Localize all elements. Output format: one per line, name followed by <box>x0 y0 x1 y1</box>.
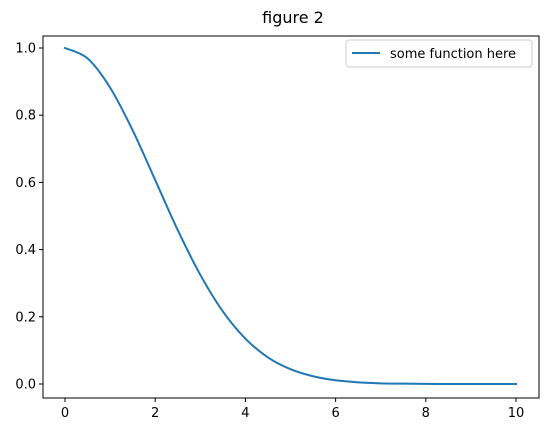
plot-frame <box>42 35 540 399</box>
y-axis: 0.0 0.2 0.4 0.6 0.8 1.0 <box>15 42 43 393</box>
chart-title: figure 2 <box>262 8 324 27</box>
series-layer <box>63 46 517 386</box>
x-tick-label: 6 <box>331 406 339 421</box>
x-axis: 0 2 4 6 8 10 <box>61 398 524 421</box>
y-tick-label: 0.2 <box>15 310 36 325</box>
x-tick-label: 0 <box>61 406 69 421</box>
x-tick-label: 8 <box>422 406 430 421</box>
y-tick-label: 1.0 <box>15 42 36 57</box>
series-line-0 <box>63 46 517 386</box>
legend-box <box>345 39 533 68</box>
x-tick-label: 4 <box>241 406 249 421</box>
y-tick-label: 0.4 <box>15 243 36 258</box>
y-tick-label: 0.6 <box>15 176 36 191</box>
legend-entry-label: some function here <box>390 47 516 62</box>
x-tick-label: 2 <box>151 406 159 421</box>
y-tick-label: 0.8 <box>15 109 36 124</box>
y-tick-label: 0.0 <box>15 378 36 393</box>
plot-area <box>42 35 540 399</box>
x-tick-label: 10 <box>508 406 525 421</box>
legend: some function here <box>345 39 533 68</box>
